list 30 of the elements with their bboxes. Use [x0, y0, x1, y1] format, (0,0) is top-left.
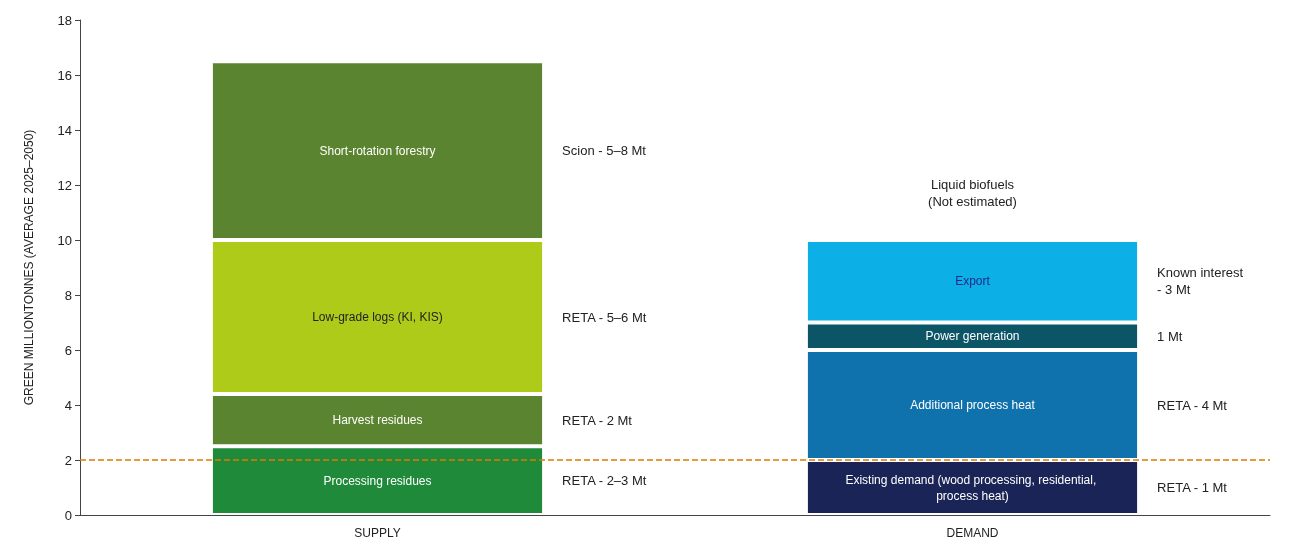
y-tick-label: 10	[57, 232, 72, 248]
x-tick-label: SUPPLY	[354, 526, 401, 540]
y-tick-label: 6	[64, 342, 72, 358]
annotation: RETA - 5–6 Mt	[562, 309, 647, 325]
series-label: Power generation	[925, 329, 1020, 344]
series-label: Low-grade logs (KI, KIS)	[312, 310, 443, 324]
series-label: Existing demand (wood processing, residential, process heat)	[845, 472, 1100, 503]
y-tick-label: 12	[57, 177, 72, 193]
series-label: Processing residues	[323, 473, 432, 488]
y-tick-label: 8	[64, 287, 72, 303]
annotation: RETA - 2–3 Mt	[562, 473, 647, 489]
series-label: Additional process heat	[910, 398, 1036, 412]
series-label: Harvest residues	[332, 413, 423, 428]
series-label: Short-rotation forestry	[319, 143, 436, 158]
y-axis-title: GREEN MILLIONTONNES (AVERAGE 2025–2050)	[22, 129, 36, 406]
y-tick-label: 0	[64, 507, 72, 523]
annotation: 1 Mt	[1157, 328, 1183, 344]
y-tick-label: 16	[57, 67, 72, 83]
x-tick-label: DEMAND	[946, 526, 999, 540]
annotation: RETA - 4 Mt	[1157, 397, 1228, 413]
annotation: Known interest - 3 Mt	[1157, 265, 1244, 298]
annotation: Scion - 5–8 Mt	[562, 143, 647, 159]
series-label: Export	[955, 274, 991, 289]
y-tick-label: 18	[57, 12, 72, 28]
annotation: RETA - 1 Mt	[1157, 480, 1228, 495]
y-tick-label: 4	[64, 397, 72, 413]
y-tick-label: 14	[57, 122, 72, 138]
annotation: Liquid biofuels (Not estimated)	[928, 177, 1017, 209]
annotation: RETA - 2 Mt	[562, 412, 633, 428]
y-tick-label: 2	[64, 452, 72, 468]
